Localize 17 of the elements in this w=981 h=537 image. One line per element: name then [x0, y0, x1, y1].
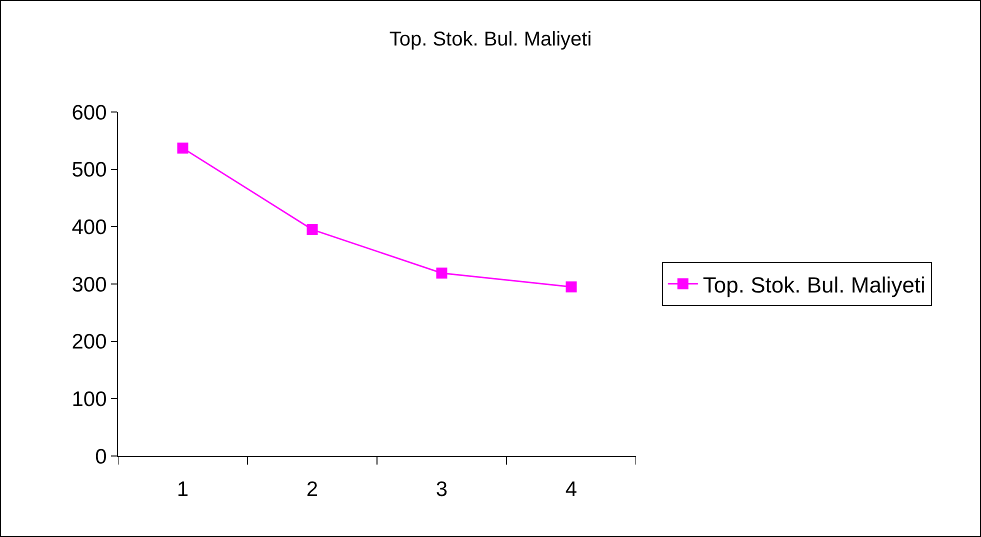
y-tick-label: 600 — [72, 101, 107, 124]
x-tick-label: 2 — [306, 478, 318, 502]
point — [566, 281, 577, 292]
x-tick-label: 1 — [176, 478, 189, 502]
y-tick-label: 0 — [95, 445, 107, 468]
y-tick-label: 400 — [72, 216, 107, 240]
y-tick-label: 200 — [72, 330, 107, 354]
chart-title: Top. Stok. Bul. Maliyeti — [389, 28, 592, 50]
x-tick-label: 3 — [436, 478, 448, 502]
x-tick-label: 4 — [565, 478, 578, 502]
y-tick-label: 300 — [72, 273, 107, 296]
point — [177, 142, 188, 154]
y-tick-label: 100 — [72, 388, 107, 412]
point — [436, 268, 448, 279]
y-tick-label: 500 — [72, 158, 107, 182]
legend-label: Top. Stok. Bul. Maliyeti — [702, 272, 926, 298]
point — [306, 224, 318, 236]
